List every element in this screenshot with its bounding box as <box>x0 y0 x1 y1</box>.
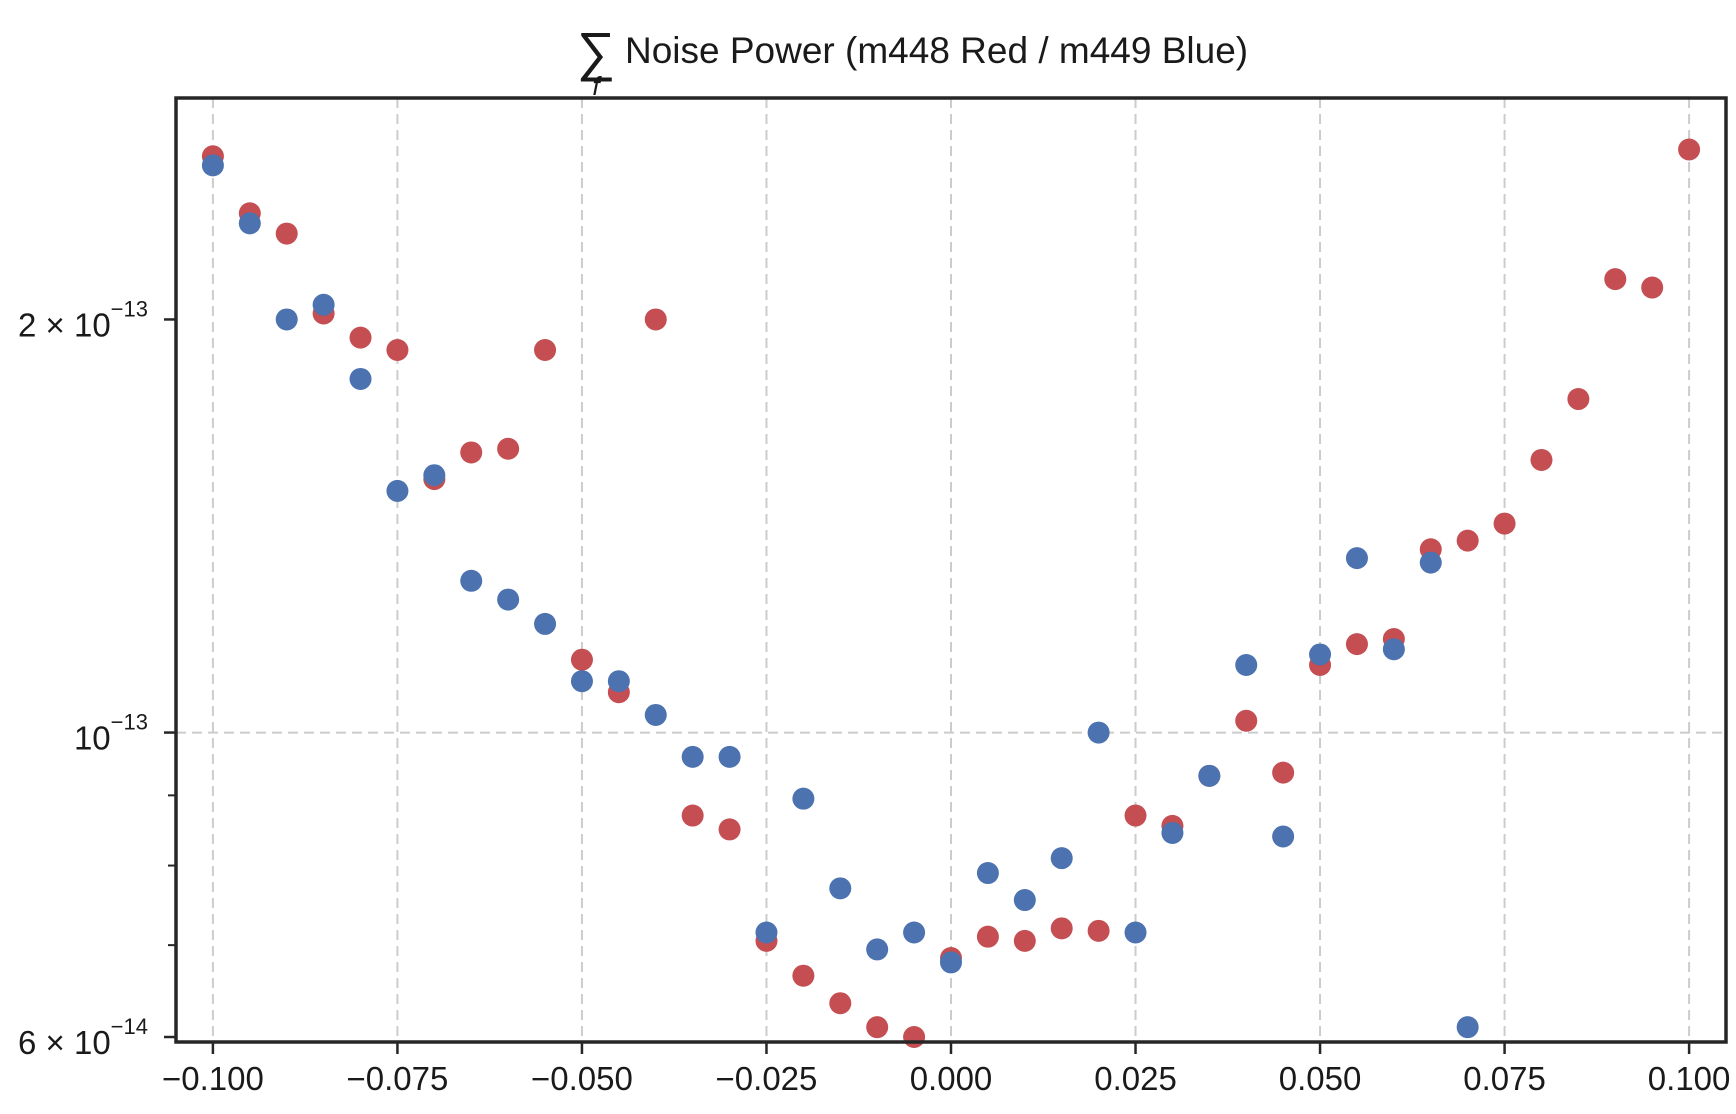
data-point <box>792 787 815 810</box>
data-point <box>718 745 741 768</box>
data-point <box>1419 551 1442 574</box>
data-point <box>644 308 667 331</box>
title-subscript: f <box>592 71 602 101</box>
data-point <box>755 921 778 944</box>
data-point <box>607 670 630 693</box>
data-point <box>423 464 446 487</box>
data-point <box>460 441 483 464</box>
data-point <box>570 648 593 671</box>
x-tick-label: −0.100 <box>162 1060 264 1097</box>
data-point <box>275 308 298 331</box>
data-point <box>312 293 335 316</box>
data-point <box>976 925 999 948</box>
data-point <box>275 222 298 245</box>
data-point <box>1235 709 1258 732</box>
x-tick-label: −0.050 <box>531 1060 633 1097</box>
data-point <box>829 992 852 1015</box>
data-point <box>644 703 667 726</box>
data-point <box>681 804 704 827</box>
data-point <box>238 212 261 235</box>
data-point <box>460 569 483 592</box>
data-point <box>534 612 557 635</box>
x-tick-label: 0.100 <box>1648 1060 1731 1097</box>
x-tick-label: −0.075 <box>346 1060 448 1097</box>
data-point <box>866 938 889 961</box>
data-point <box>349 367 372 390</box>
data-point <box>1456 529 1479 552</box>
data-point <box>497 588 520 611</box>
chart-title: ∑ f Noise Power (m448 Red / m449 Blue) <box>577 22 1248 101</box>
data-point <box>1124 804 1147 827</box>
data-point <box>829 877 852 900</box>
data-point <box>386 339 409 362</box>
data-points <box>201 138 1701 1049</box>
data-point <box>570 670 593 693</box>
title-sum-symbol: ∑ <box>577 22 616 82</box>
data-point <box>1567 388 1590 411</box>
data-point <box>1087 721 1110 744</box>
data-point <box>1604 268 1627 291</box>
data-point <box>349 326 372 349</box>
series-blue <box>201 154 1479 1039</box>
data-point <box>792 964 815 987</box>
data-point <box>1235 654 1258 677</box>
data-point <box>1530 448 1553 471</box>
data-point <box>534 339 557 362</box>
x-axis: −0.100 −0.075 −0.050 −0.025 0.000 0.025 0.050 0… <box>162 1042 1730 1097</box>
title-text: Noise Power (m448 Red / m449 Blue) <box>625 30 1248 71</box>
y-tick-label: 6 × 10−14 <box>18 1014 148 1061</box>
data-point <box>1493 512 1516 535</box>
data-point <box>1198 764 1221 787</box>
grid-lines <box>176 98 1726 1042</box>
data-point <box>1087 919 1110 942</box>
x-tick-label: 0.075 <box>1463 1060 1546 1097</box>
data-point <box>1050 847 1073 870</box>
data-point <box>866 1016 889 1039</box>
x-tick-label: 0.000 <box>910 1060 993 1097</box>
data-point <box>1013 929 1036 952</box>
data-point <box>940 951 962 974</box>
data-point <box>1050 917 1073 940</box>
data-point <box>1272 761 1295 784</box>
data-point <box>1161 821 1184 844</box>
data-point <box>1678 138 1701 161</box>
y-tick-label: 10−13 <box>74 710 148 757</box>
data-point <box>1456 1016 1479 1039</box>
data-point <box>1013 889 1036 912</box>
data-point <box>1309 643 1332 666</box>
data-point <box>1124 921 1147 944</box>
y-axis: 2 × 10−13 10−13 6 × 10−14 <box>18 296 176 1061</box>
x-tick-label: −0.025 <box>716 1060 818 1097</box>
data-point <box>976 862 999 885</box>
data-point <box>718 818 741 841</box>
data-point <box>1345 547 1368 570</box>
data-point <box>386 479 409 502</box>
y-tick-label: 2 × 10−13 <box>18 296 148 343</box>
data-point <box>1272 825 1295 848</box>
data-point <box>903 921 926 944</box>
x-tick-label: 0.025 <box>1094 1060 1177 1097</box>
data-point <box>681 745 704 768</box>
data-point <box>201 154 224 177</box>
data-point <box>1382 638 1405 661</box>
data-point <box>903 1026 926 1049</box>
x-tick-label: 0.050 <box>1279 1060 1362 1097</box>
data-point <box>1641 276 1664 299</box>
data-point <box>497 437 520 460</box>
data-point <box>1345 633 1368 656</box>
